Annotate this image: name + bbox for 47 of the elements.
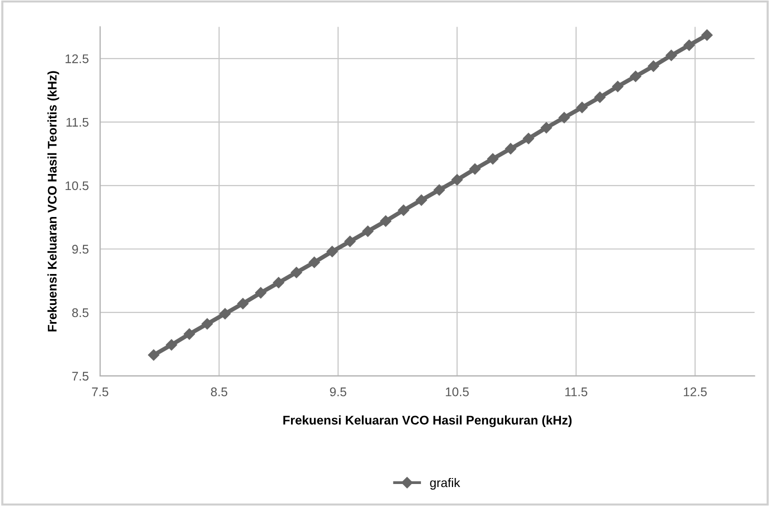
point: [612, 80, 624, 92]
x-tick-label: 11.5: [565, 388, 588, 396]
y-tick-label: 7.5: [72, 372, 88, 381]
x-tick-label: 12.5: [684, 387, 707, 396]
point: [540, 122, 552, 134]
point: [594, 92, 606, 103]
point: [148, 349, 160, 361]
point: [326, 246, 338, 258]
point: [272, 277, 284, 288]
x-tick-label: 10.5: [446, 387, 469, 396]
point: [219, 308, 231, 320]
legend-label: grafik: [430, 478, 460, 490]
x-tick-label: 8.5: [210, 387, 228, 396]
y-tick-label: 12.5: [66, 54, 88, 64]
point: [166, 339, 178, 350]
point: [362, 226, 374, 237]
y-tick-label: 10.5: [66, 181, 88, 190]
point: [701, 29, 713, 41]
point: [202, 318, 213, 330]
point: [684, 40, 695, 51]
point: [237, 298, 249, 310]
point: [255, 287, 266, 298]
y-tick-label: 11.5: [66, 118, 88, 127]
x-axis-title: Frekuensi Keluaran VCO Hasil Pengukuran (kHz): [283, 415, 572, 428]
point: [558, 112, 570, 124]
point: [416, 194, 428, 206]
point: [576, 102, 588, 114]
y-axis-title: Frekuensi Keluaran VCO Hasil Teoritis (kHz): [47, 71, 60, 332]
point: [648, 60, 660, 72]
y-tick-label: 8.5: [72, 308, 88, 318]
point: [380, 215, 392, 227]
point: [290, 266, 302, 278]
point: [434, 184, 445, 196]
point: [505, 143, 516, 154]
point: [487, 153, 498, 164]
x-tick-label: 7.5: [92, 388, 108, 396]
point: [344, 236, 356, 247]
point: [469, 163, 481, 175]
y-tick-label: 9.5: [72, 244, 88, 254]
point: [398, 204, 410, 216]
point: [630, 70, 642, 82]
point: [184, 328, 195, 340]
point: [522, 132, 534, 144]
x-tick-label: 9.5: [330, 387, 346, 396]
point: [451, 174, 463, 186]
point: [666, 50, 677, 61]
point: [308, 256, 320, 268]
